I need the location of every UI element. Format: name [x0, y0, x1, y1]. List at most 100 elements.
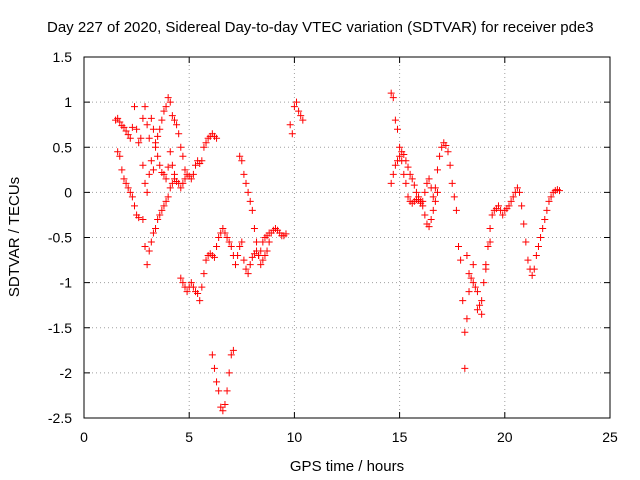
data-point [181, 166, 189, 174]
data-point [543, 206, 551, 214]
data-point [248, 206, 256, 214]
data-point [122, 127, 130, 135]
data-point [429, 206, 437, 214]
data-point [391, 161, 399, 169]
data-point [263, 247, 271, 255]
data-point [154, 152, 162, 160]
data-point [404, 163, 412, 171]
x-tick-label: 5 [185, 429, 193, 445]
x-tick-label: 0 [80, 429, 88, 445]
data-point [404, 193, 412, 201]
data-point [297, 112, 305, 120]
data-point [194, 289, 202, 297]
data-point [128, 123, 136, 131]
data-point [162, 197, 170, 205]
y-tick-label: 0.5 [53, 139, 73, 155]
data-point [433, 166, 441, 174]
data-point [229, 346, 237, 354]
data-point [166, 98, 174, 106]
data-point [436, 152, 444, 160]
data-point [429, 193, 437, 201]
data-point [130, 103, 138, 111]
data-point [244, 188, 252, 196]
data-point [299, 116, 307, 124]
data-point [473, 288, 481, 296]
data-point [253, 238, 261, 246]
data-point [410, 181, 418, 189]
data-point [425, 223, 433, 231]
y-tick-label: 1.5 [53, 49, 73, 65]
data-point [471, 283, 479, 291]
y-axis-label: SDTVAR / TECUs [6, 177, 23, 297]
data-point [393, 125, 401, 133]
data-point [427, 215, 435, 223]
data-point [202, 256, 210, 264]
data-point [135, 214, 143, 222]
data-point [494, 202, 502, 210]
data-point [507, 197, 515, 205]
data-point [189, 283, 197, 291]
data-point [478, 297, 486, 305]
data-point [181, 175, 189, 183]
y-tick-label: -2 [60, 365, 73, 381]
data-point [461, 328, 469, 336]
data-point [164, 193, 172, 201]
data-point [152, 224, 160, 232]
data-point [177, 143, 185, 151]
data-point [213, 134, 221, 142]
data-point [227, 351, 235, 359]
data-point [227, 243, 235, 251]
data-point [202, 139, 210, 147]
data-point [173, 121, 181, 129]
data-point [175, 130, 183, 138]
data-point [164, 163, 172, 171]
data-point [221, 400, 229, 408]
data-point [469, 261, 477, 269]
data-point [444, 148, 452, 156]
data-point [396, 143, 404, 151]
data-point [520, 220, 528, 228]
data-point [423, 179, 431, 187]
data-point [450, 193, 458, 201]
axis-ticks: 0 5 10 15 20 25 -2.5 -2 -1.5 -1 -0.5 0 0.5 1 1.5 [48, 49, 618, 445]
y-tick-label: 1 [64, 94, 72, 110]
data-point [488, 211, 496, 219]
data-point [259, 256, 267, 264]
y-tick-label: -1.5 [48, 320, 72, 336]
data-point [387, 179, 395, 187]
data-point [143, 121, 151, 129]
data-point [126, 188, 134, 196]
data-point [400, 150, 408, 158]
data-point [448, 179, 456, 187]
data-point [236, 243, 244, 251]
data-point [145, 134, 153, 142]
data-point [139, 215, 147, 223]
data-point [141, 243, 149, 251]
data-point [160, 170, 168, 178]
data-point [141, 179, 149, 187]
data-point [250, 224, 258, 232]
data-point [208, 351, 216, 359]
data-point [133, 125, 141, 133]
data-point [534, 243, 542, 251]
data-point [290, 103, 298, 111]
data-point [452, 206, 460, 214]
data-points [112, 89, 564, 415]
data-point [200, 270, 208, 278]
data-point [246, 261, 254, 269]
data-point [147, 157, 155, 165]
data-point [465, 270, 473, 278]
data-point [480, 279, 488, 287]
data-point [516, 188, 524, 196]
data-point [137, 134, 145, 142]
x-axis-label: GPS time / hours [290, 458, 404, 475]
data-point [408, 175, 416, 183]
data-point [478, 310, 486, 318]
data-point [187, 279, 195, 287]
data-point [168, 161, 176, 169]
data-point [513, 184, 521, 192]
data-point [189, 170, 197, 178]
data-point [293, 98, 301, 106]
data-point [463, 315, 471, 323]
